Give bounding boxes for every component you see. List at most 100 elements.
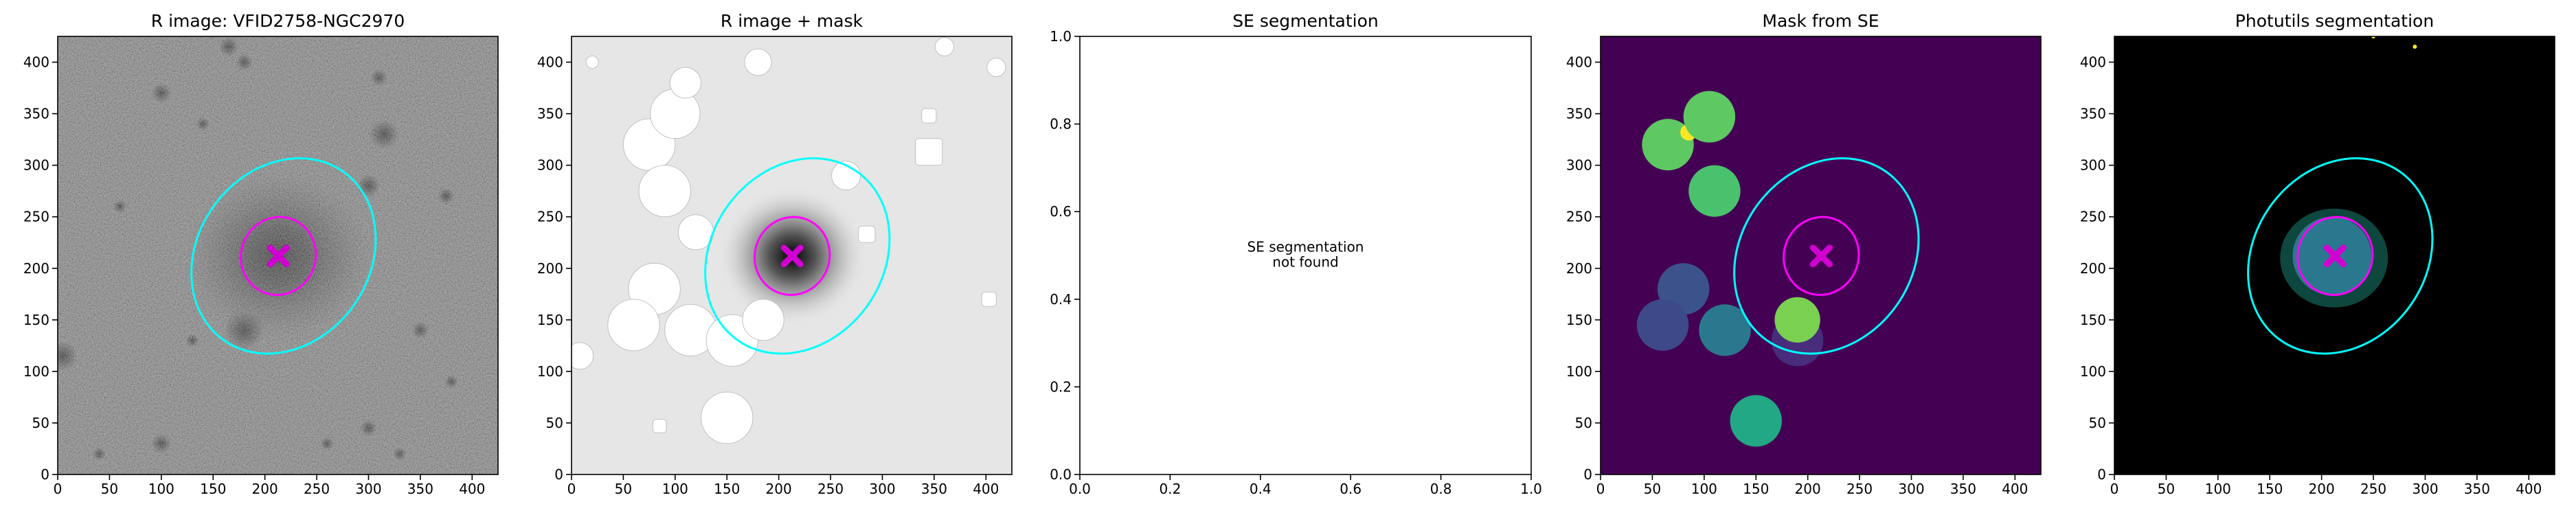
center-marker <box>2323 244 2347 268</box>
y-tick-label: 50 <box>546 415 563 431</box>
y-tick-label: 300 <box>23 157 49 174</box>
segment <box>1699 304 1751 356</box>
x-tick-label: 150 <box>714 481 740 497</box>
y-tick-label: 0.4 <box>1050 291 1072 308</box>
mask-box <box>915 138 943 166</box>
segment <box>1730 395 1782 447</box>
y-tick-label: 0.0 <box>1050 466 1072 483</box>
axes-frame <box>571 36 1013 475</box>
x-tick-label: 150 <box>200 481 226 497</box>
annotation: not found <box>1272 254 1338 271</box>
axes-frame <box>1600 36 2042 475</box>
image-area <box>2114 36 2555 474</box>
x-tick-label: 250 <box>817 481 844 497</box>
mask-circle <box>585 56 599 69</box>
y-tick-label: 0 <box>554 466 563 483</box>
x-tick-label: 300 <box>355 481 381 497</box>
mask-box <box>858 225 876 243</box>
mask-circle <box>701 391 754 444</box>
y-tick-label: 150 <box>1566 312 1592 328</box>
mask-circle <box>638 165 691 218</box>
overlays <box>2211 122 2470 389</box>
x-tick-label: 400 <box>973 481 999 497</box>
aperture-ellipse <box>2211 122 2470 389</box>
x-tick-label: 0.0 <box>1069 481 1091 497</box>
x-tick-label: 350 <box>2464 481 2490 497</box>
segment <box>1636 299 1689 351</box>
segment <box>1774 297 1820 343</box>
y-tick-label: 350 <box>1566 106 1592 122</box>
segment <box>1683 91 1736 143</box>
overlays <box>154 122 414 389</box>
panel-title: R image: VFID2758-NGC2970 <box>151 11 405 31</box>
aperture-ellipse <box>1697 122 1956 389</box>
annotation: SE segmentation <box>1247 239 1364 255</box>
inner-ellipse <box>2287 207 2384 306</box>
image-content <box>2114 36 2555 474</box>
mask-circle <box>572 342 594 370</box>
mask-circle <box>986 58 1006 77</box>
x-tick-label: 200 <box>766 481 792 497</box>
mask-circle <box>744 48 772 76</box>
x-tick-label: 400 <box>459 481 485 497</box>
x-tick-label: 250 <box>304 481 330 497</box>
x-tick-label: 0 <box>567 481 576 497</box>
y-tick-label: 200 <box>23 260 49 277</box>
y-tick-label: 200 <box>1566 260 1592 277</box>
y-tick-label: 150 <box>23 312 49 328</box>
y-tick-label: 100 <box>2080 363 2106 380</box>
overlays <box>668 122 927 389</box>
x-tick-label: 100 <box>148 481 174 497</box>
axes-frame <box>1079 36 1532 475</box>
y-tick-label: 150 <box>2080 312 2106 328</box>
x-tick-label: 0.2 <box>1159 481 1181 497</box>
x-tick-label: 50 <box>1644 481 1661 497</box>
y-tick-label: 400 <box>537 54 563 71</box>
x-tick-label: 0 <box>1596 481 1605 497</box>
panel-title: SE segmentation <box>1232 11 1378 31</box>
x-tick-label: 150 <box>1743 481 1769 497</box>
segment <box>1688 165 1741 217</box>
y-tick-label: 100 <box>1566 363 1592 380</box>
mask-circle <box>742 299 784 341</box>
y-tick-label: 200 <box>537 260 563 277</box>
speck <box>2413 45 2417 49</box>
aperture-ellipse <box>668 122 927 389</box>
center-marker <box>1809 244 1833 268</box>
image-area <box>1601 36 2041 474</box>
y-tick-label: 350 <box>537 106 563 122</box>
mask-circle <box>607 299 660 352</box>
x-tick-label: 250 <box>1846 481 1873 497</box>
aperture-ellipse <box>154 122 414 389</box>
x-tick-label: 0.8 <box>1430 481 1452 497</box>
y-tick-label: 0 <box>41 466 49 483</box>
panel: Mask from SE 0 50 100 150 200 250 300 350 400 0 50 1… <box>1566 11 2042 497</box>
inner-ellipse <box>1773 207 1870 306</box>
x-tick-label: 200 <box>2309 481 2335 497</box>
x-tick-label: 0.6 <box>1340 481 1362 497</box>
image-area <box>58 36 498 474</box>
x-tick-label: 350 <box>407 481 433 497</box>
axes-frame <box>2114 36 2555 475</box>
center-marker <box>267 244 290 268</box>
x-tick-label: 350 <box>921 481 947 497</box>
x-tick-label: 300 <box>1898 481 1924 497</box>
x-tick-label: 100 <box>2205 481 2231 497</box>
mask-box <box>981 291 997 307</box>
x-tick-label: 350 <box>1950 481 1976 497</box>
x-tick-label: 150 <box>2257 481 2283 497</box>
y-tick-label: 400 <box>23 54 49 71</box>
x-tick-label: 200 <box>252 481 278 497</box>
x-tick-label: 400 <box>2002 481 2028 497</box>
y-tick-label: 100 <box>23 363 49 380</box>
x-tick-label: 0.4 <box>1250 481 1272 497</box>
mask-circle <box>669 67 701 99</box>
overlays <box>1697 122 1956 389</box>
x-tick-label: 200 <box>1795 481 1821 497</box>
panel: R image + mask 0 50 100 150 200 250 300 350 400 0 5… <box>537 11 1013 497</box>
y-tick-label: 250 <box>537 209 563 225</box>
axes-frame <box>57 36 499 475</box>
y-tick-label: 1.0 <box>1050 28 1072 45</box>
x-tick-label: 50 <box>2158 481 2175 497</box>
